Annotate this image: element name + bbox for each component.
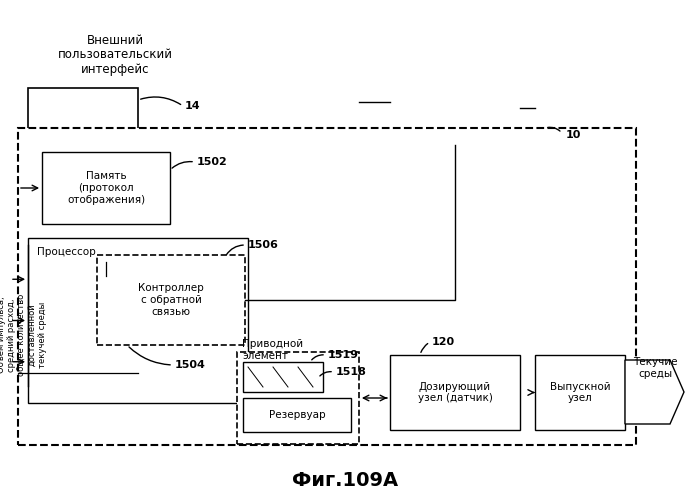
Bar [237,352,359,444]
Text: Внешний
пользовательский
интерфейс: Внешний пользовательский интерфейс [57,34,173,76]
Bar [42,152,170,224]
Text: 1519: 1519 [328,350,359,360]
Text: 10: 10 [566,130,581,140]
Text: 1506: 1506 [248,240,279,250]
Text: 14: 14 [185,101,200,111]
Bar [28,238,248,403]
Bar [243,362,323,392]
Bar [243,398,351,432]
Text: Фиг.109А: Фиг.109А [292,470,398,490]
Text: 1518: 1518 [336,367,367,377]
Bar [535,355,625,430]
Bar [390,355,520,430]
Bar [97,255,245,345]
Text: Объем импульса,
средний расход,
общее количество
доставленной
текучей среды: Объем импульса, средний расход, общее ко… [0,294,47,376]
Text: 120: 120 [432,337,455,347]
Bar [18,128,636,445]
Text: 1504: 1504 [175,360,206,370]
Bar [28,88,138,140]
Text: Приводной
элемент: Приводной элемент [242,339,303,361]
Text: Контроллер
с обратной
связью: Контроллер с обратной связью [138,284,204,316]
Text: 1502: 1502 [197,157,228,167]
Text: Дозирующий
узел (датчик): Дозирующий узел (датчик) [417,382,493,404]
Text: Выпускной
узел: Выпускной узел [549,382,610,404]
Text: Текучие
среды: Текучие среды [633,357,677,379]
Polygon shape [625,360,684,424]
Text: Память
(протокол
отображения): Память (протокол отображения) [67,172,145,204]
Text: Резервуар: Резервуар [269,410,325,420]
Text: Процессор: Процессор [37,247,95,257]
